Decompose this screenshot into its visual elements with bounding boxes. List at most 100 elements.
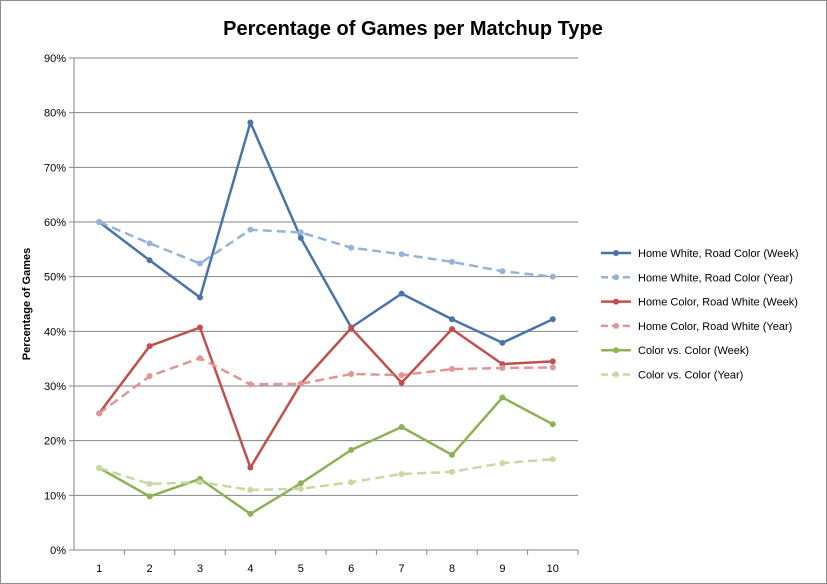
data-point xyxy=(297,229,304,236)
data-point xyxy=(146,343,153,350)
x-tick-label: 8 xyxy=(449,563,455,575)
data-point xyxy=(449,326,455,333)
series-line xyxy=(98,458,553,492)
x-tick-label: 2 xyxy=(147,563,153,575)
series-line xyxy=(98,220,553,278)
legend-label: Home Color, Road White (Week) xyxy=(638,297,798,309)
y-tick-label: 40% xyxy=(44,326,66,338)
series-line xyxy=(98,396,554,516)
data-point xyxy=(96,219,103,225)
series-3 xyxy=(96,324,556,471)
data-point xyxy=(549,364,556,371)
series-1 xyxy=(96,119,556,346)
y-tick-label: 60% xyxy=(44,217,66,229)
legend-label: Color vs. Color (Week) xyxy=(638,345,749,357)
x-tick-label: 1 xyxy=(96,563,102,575)
data-point xyxy=(549,358,556,365)
series-line xyxy=(98,326,553,469)
data-point xyxy=(348,244,355,251)
legend-item: Color vs. Color (Year) xyxy=(601,370,743,382)
data-point xyxy=(297,485,304,492)
data-point xyxy=(197,260,203,267)
y-tick-label: 30% xyxy=(44,381,66,393)
legend-item: Home White, Road Color (Week) xyxy=(601,248,799,260)
y-tick-label: 20% xyxy=(44,436,66,448)
data-point xyxy=(197,479,203,486)
data-point xyxy=(96,410,103,417)
legend-label: Home Color, Road White (Year) xyxy=(638,321,792,333)
legend-label: Home White, Road Color (Year) xyxy=(638,272,793,284)
data-point xyxy=(297,380,304,387)
series-line xyxy=(98,121,554,345)
x-tick-label: 7 xyxy=(399,563,405,575)
data-point xyxy=(449,451,455,458)
data-point xyxy=(398,251,405,258)
legend-marker xyxy=(613,250,619,256)
legend-item: Home Color, Road White (Week) xyxy=(601,297,798,309)
y-tick-label: 70% xyxy=(44,162,66,174)
y-tick-label: 90% xyxy=(44,53,66,65)
series-line xyxy=(98,356,553,415)
legend-item: Color vs. Color (Week) xyxy=(601,345,749,357)
data-point xyxy=(197,355,203,362)
series-6 xyxy=(96,456,556,493)
data-point xyxy=(499,339,506,346)
data-point xyxy=(449,468,455,475)
data-point xyxy=(247,486,254,493)
series-4 xyxy=(96,355,556,417)
data-point xyxy=(549,316,556,323)
legend: Home White, Road Color (Week) Home White,… xyxy=(601,248,799,382)
data-point xyxy=(449,366,455,373)
legend-marker xyxy=(613,298,619,305)
data-point xyxy=(297,480,304,487)
data-point xyxy=(348,325,355,332)
gridlines xyxy=(69,57,579,555)
y-axis-title: Percentage of Games xyxy=(21,248,33,361)
legend-marker xyxy=(613,322,619,329)
data-point xyxy=(398,379,405,386)
data-point xyxy=(146,240,153,247)
data-point xyxy=(499,268,506,275)
data-point xyxy=(146,493,153,500)
data-point xyxy=(398,471,405,478)
legend-item: Home White, Road Color (Year) xyxy=(601,272,793,284)
data-point xyxy=(549,273,556,280)
data-point xyxy=(348,479,355,486)
data-point xyxy=(499,364,506,371)
data-point xyxy=(549,421,556,428)
data-point xyxy=(499,394,506,401)
data-point xyxy=(197,324,203,331)
data-point xyxy=(197,294,203,301)
x-tick-label: 3 xyxy=(197,563,203,575)
x-tick-label: 5 xyxy=(298,563,304,575)
data-point xyxy=(449,316,455,323)
data-point xyxy=(146,480,153,487)
data-point xyxy=(348,446,355,453)
data-point xyxy=(146,257,153,264)
legend-marker xyxy=(613,274,619,281)
chart-title: Percentage of Games per Matchup Type xyxy=(223,18,603,40)
data-point xyxy=(398,290,405,297)
legend-label: Home White, Road Color (Week) xyxy=(638,248,799,260)
data-point xyxy=(247,226,254,233)
y-tick-label: 80% xyxy=(44,108,66,120)
data-point xyxy=(398,372,405,379)
data-point xyxy=(247,381,254,388)
data-point xyxy=(499,460,506,467)
data-point xyxy=(247,119,254,126)
data-point xyxy=(348,370,355,377)
data-point xyxy=(398,424,405,430)
data-point xyxy=(146,373,153,380)
series-2 xyxy=(96,219,556,280)
legend-marker xyxy=(613,371,619,378)
data-point xyxy=(449,258,455,265)
data-point xyxy=(247,510,254,517)
legend-label: Color vs. Color (Year) xyxy=(638,370,743,382)
x-tick-label: 10 xyxy=(547,563,559,575)
data-point xyxy=(247,464,254,471)
x-tick-labels: 1 2 3 4 5 6 7 8 9 10 xyxy=(96,563,559,575)
x-tick-label: 4 xyxy=(247,563,253,575)
y-tick-label: 50% xyxy=(44,272,66,284)
